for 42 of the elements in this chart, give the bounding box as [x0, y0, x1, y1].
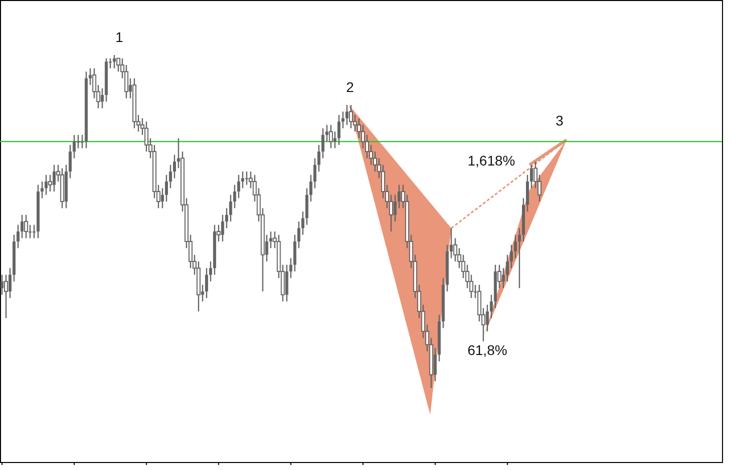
candlestick — [490, 294, 493, 319]
candlestick — [225, 208, 228, 229]
candlestick — [309, 174, 312, 202]
candlestick — [164, 174, 168, 202]
candlestick — [526, 174, 529, 212]
candlestick — [486, 304, 489, 332]
text: 1 — [115, 29, 124, 46]
annotation: 61,8% — [468, 342, 508, 358]
candlestick — [209, 260, 212, 282]
candlestick — [76, 134, 80, 149]
annotation: 2 — [346, 79, 354, 96]
candlestick — [337, 114, 340, 146]
candlestick — [16, 224, 20, 249]
candlestick — [245, 170, 248, 186]
candlestick — [333, 130, 336, 149]
candlestick — [44, 174, 48, 196]
candlestick — [514, 234, 517, 259]
candlestick — [20, 214, 24, 239]
candlestick — [510, 244, 513, 269]
candlestick — [205, 268, 208, 299]
candlestick — [24, 214, 28, 239]
candlestick — [32, 224, 36, 239]
candlestick — [160, 188, 164, 209]
candlestick — [168, 164, 172, 189]
candlestick — [341, 111, 344, 129]
candlestick — [398, 184, 401, 209]
candlestick — [317, 144, 320, 172]
text: 3 — [556, 112, 564, 128]
candlestick — [313, 158, 316, 189]
candlestick — [40, 180, 44, 199]
candlestick — [233, 184, 236, 209]
annotation: 1,618% — [468, 152, 516, 168]
candlestick — [172, 154, 176, 179]
candlestick — [0, 274, 4, 296]
candlestick — [328, 124, 333, 149]
candlestick — [502, 268, 505, 289]
candlestick — [518, 228, 521, 289]
candlestick — [348, 104, 353, 129]
candlestick — [321, 128, 324, 159]
candlestick — [229, 194, 232, 222]
candlestick — [305, 188, 308, 226]
candlestick — [506, 254, 509, 282]
